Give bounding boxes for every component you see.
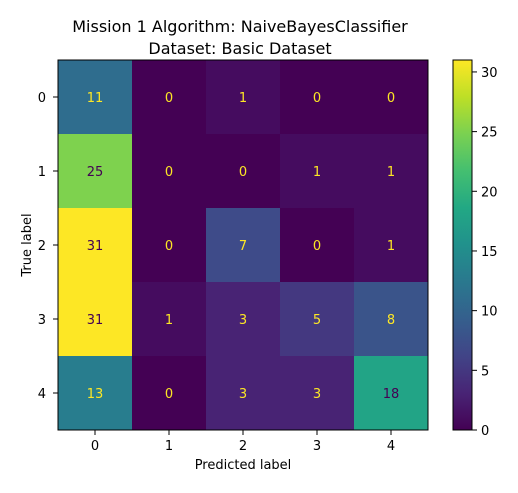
cell-value-label: 3 xyxy=(239,313,247,328)
y-axis-ticks: 0 1 2 3 4 xyxy=(38,91,58,402)
heatmap-cell xyxy=(354,356,429,431)
heatmap-cell xyxy=(206,282,281,357)
heatmap-cell xyxy=(354,134,429,209)
cell-value-label: 0 xyxy=(165,239,173,254)
cell-value-label: 1 xyxy=(387,165,395,180)
colorbar-tick-label: 30 xyxy=(481,66,498,81)
x-tick-label: 1 xyxy=(165,439,173,454)
chart-title: Mission 1 Algorithm: NaiveBayesClassifie… xyxy=(72,17,408,36)
cell-value-label: 31 xyxy=(87,239,104,254)
heatmap-cell xyxy=(280,134,355,209)
colorbar xyxy=(452,59,473,431)
heatmap-cell xyxy=(206,134,281,209)
heatmap-cell xyxy=(58,60,133,135)
heatmap-cell xyxy=(354,60,429,135)
y-tick-label: 4 xyxy=(38,387,46,402)
cell-value-label: 1 xyxy=(387,239,395,254)
cell-value-label: 1 xyxy=(313,165,321,180)
heatmap-cell xyxy=(58,134,133,209)
cell-value-label: 0 xyxy=(387,91,395,106)
cell-value-label: 25 xyxy=(87,165,104,180)
heatmap-cell xyxy=(206,60,281,135)
cell-value-label: 0 xyxy=(313,239,321,254)
heatmap-cell xyxy=(354,208,429,283)
heatmap-cell xyxy=(206,356,281,431)
colorbar-ticks: 0 5 10 15 20 25 30 xyxy=(472,66,498,439)
colorbar-tick-label: 0 xyxy=(481,424,489,439)
heatmap-cell xyxy=(206,208,281,283)
cell-value-label: 31 xyxy=(87,313,104,328)
cell-value-label: 5 xyxy=(313,313,321,328)
colorbar-tick-label: 15 xyxy=(481,245,498,260)
colorbar-tick-label: 10 xyxy=(481,305,498,320)
chart-subtitle: Dataset: Basic Dataset xyxy=(148,39,332,58)
cell-value-label: 0 xyxy=(165,165,173,180)
y-tick-label: 1 xyxy=(38,165,46,180)
heatmap-cell xyxy=(354,282,429,357)
cell-value-label: 13 xyxy=(87,387,104,402)
heatmap-cell xyxy=(132,134,207,209)
y-axis-label: True label xyxy=(20,213,35,277)
heatmap-cell xyxy=(132,60,207,135)
cell-value-label: 0 xyxy=(165,91,173,106)
x-tick-label: 2 xyxy=(239,439,247,454)
cell-value-label: 0 xyxy=(165,387,173,402)
heatmap-cell xyxy=(280,356,355,431)
colorbar-tick-label: 20 xyxy=(481,185,498,200)
heatmap-cell xyxy=(280,208,355,283)
y-tick-label: 3 xyxy=(38,313,46,328)
cell-value-label: 0 xyxy=(239,165,247,180)
cell-value-label: 3 xyxy=(239,387,247,402)
heatmap-cell xyxy=(58,282,133,357)
cell-value-label: 1 xyxy=(165,313,173,328)
x-tick-label: 4 xyxy=(387,439,395,454)
cell-value-label: 8 xyxy=(387,313,395,328)
cell-value-label: 3 xyxy=(313,387,321,402)
x-tick-label: 0 xyxy=(91,439,99,454)
x-axis-label: Predicted label xyxy=(195,458,292,473)
cell-value-label: 0 xyxy=(313,91,321,106)
heatmap-cell xyxy=(58,208,133,283)
x-tick-label: 3 xyxy=(313,439,321,454)
heatmap-cell xyxy=(132,208,207,283)
x-axis-ticks: 0 1 2 3 4 xyxy=(91,430,395,454)
colorbar-tick-label: 25 xyxy=(481,126,498,141)
heatmap-cell xyxy=(132,356,207,431)
cell-value-label: 7 xyxy=(239,239,247,254)
heatmap-cell xyxy=(58,356,133,431)
heatmap-cell xyxy=(280,60,355,135)
y-tick-label: 0 xyxy=(38,91,46,106)
cell-value-label: 1 xyxy=(239,91,247,106)
cell-value-label: 11 xyxy=(87,91,104,106)
cell-value-label: 18 xyxy=(383,387,400,402)
heatmap-cell xyxy=(132,282,207,357)
heatmap-cells: 11 0 1 0 025 0 0 1 131 0 7 0 131 1 3 5 813 0 3 3 18 xyxy=(58,60,429,431)
heatmap-cell xyxy=(280,282,355,357)
y-tick-label: 2 xyxy=(38,239,46,254)
colorbar-tick-label: 5 xyxy=(481,364,489,379)
